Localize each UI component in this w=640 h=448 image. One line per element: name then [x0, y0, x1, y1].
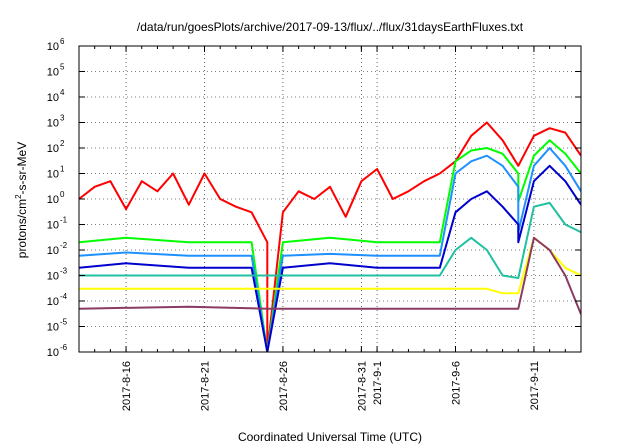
y-tick-exponent: -3	[60, 267, 68, 276]
y-tick-label: 10	[47, 220, 59, 232]
x-tick-label: 2017-8-16	[121, 361, 133, 411]
y-tick-label: 10	[47, 271, 59, 283]
y-axis-label: protons/cm2-s-sr-MeV	[14, 142, 29, 258]
series-line-6	[79, 236, 581, 315]
y-tick-base: 10	[47, 347, 59, 359]
y-tick-label: 10	[47, 41, 59, 53]
x-tick-label: 2017-9-1	[372, 361, 384, 405]
y-tick-label: 10	[47, 296, 59, 308]
x-axis-label: Coordinated Universal Time (UTC)	[238, 430, 422, 444]
y-tick-exponent: 4	[60, 88, 65, 97]
y-tick-label: 10	[47, 118, 59, 130]
series-line-3	[79, 164, 581, 352]
y-tick-exponent: 6	[60, 37, 65, 46]
y-tick-base: 10	[47, 92, 59, 104]
y-tick-exponent: 3	[60, 114, 65, 123]
y-tick-exponent: 2	[60, 139, 65, 148]
series-line-2	[79, 147, 581, 352]
y-tick-base: 10	[47, 41, 59, 53]
y-tick-exponent: 0	[60, 190, 65, 199]
plot-frame	[78, 45, 582, 353]
y-axis-label-base: protons/cm	[15, 199, 29, 258]
y-tick-exponent: -2	[60, 241, 68, 250]
y-tick-exponent: -5	[60, 318, 68, 327]
y-tick-label: 10	[47, 245, 59, 257]
y-axis-label-rest: -s-sr-MeV	[15, 142, 29, 195]
y-tick-label: 10	[47, 347, 59, 359]
y-tick-label: 10	[47, 143, 59, 155]
y-tick-base: 10	[47, 271, 59, 283]
series-layer	[79, 121, 581, 352]
x-tick-label: 2017-9-11	[529, 361, 541, 410]
ticks: 10 -610 -510 -410 -310 -210 -110 010 110 210 310 41…	[47, 37, 582, 411]
y-tick-exponent: -4	[60, 292, 68, 301]
y-tick-label: 10	[47, 322, 59, 334]
series-line-1	[79, 139, 581, 352]
y-tick-base: 10	[47, 220, 59, 232]
y-tick-label: 10	[47, 67, 59, 79]
y-tick-exponent: 5	[60, 63, 65, 72]
y-tick-base: 10	[47, 194, 59, 206]
y-tick-exponent: -1	[60, 216, 68, 225]
x-tick-label: 2017-9-6	[451, 361, 463, 405]
x-tick-label: 2017-8-26	[278, 361, 290, 411]
y-tick-base: 10	[47, 143, 59, 155]
x-tick-label: 2017-8-31	[356, 361, 368, 411]
y-tick-base: 10	[47, 245, 59, 257]
y-tick-base: 10	[47, 296, 59, 308]
y-tick-label: 10	[47, 169, 59, 181]
x-tick-label: 2017-8-21	[200, 361, 212, 411]
y-tick-base: 10	[47, 169, 59, 181]
series-line-4	[79, 201, 581, 279]
y-tick-label: 10	[47, 92, 59, 104]
y-tick-exponent: -6	[60, 343, 68, 352]
chart-title: /data/run/goesPlots/archive/2017-09-13/f…	[137, 20, 524, 34]
grid	[79, 46, 581, 352]
y-tick-base: 10	[47, 67, 59, 79]
y-axis-label-exp: 2	[14, 194, 23, 199]
series-line-0	[79, 121, 581, 352]
y-tick-exponent: 1	[60, 165, 65, 174]
y-tick-base: 10	[47, 118, 59, 130]
y-tick-base: 10	[47, 322, 59, 334]
y-tick-label: 10	[47, 194, 59, 206]
